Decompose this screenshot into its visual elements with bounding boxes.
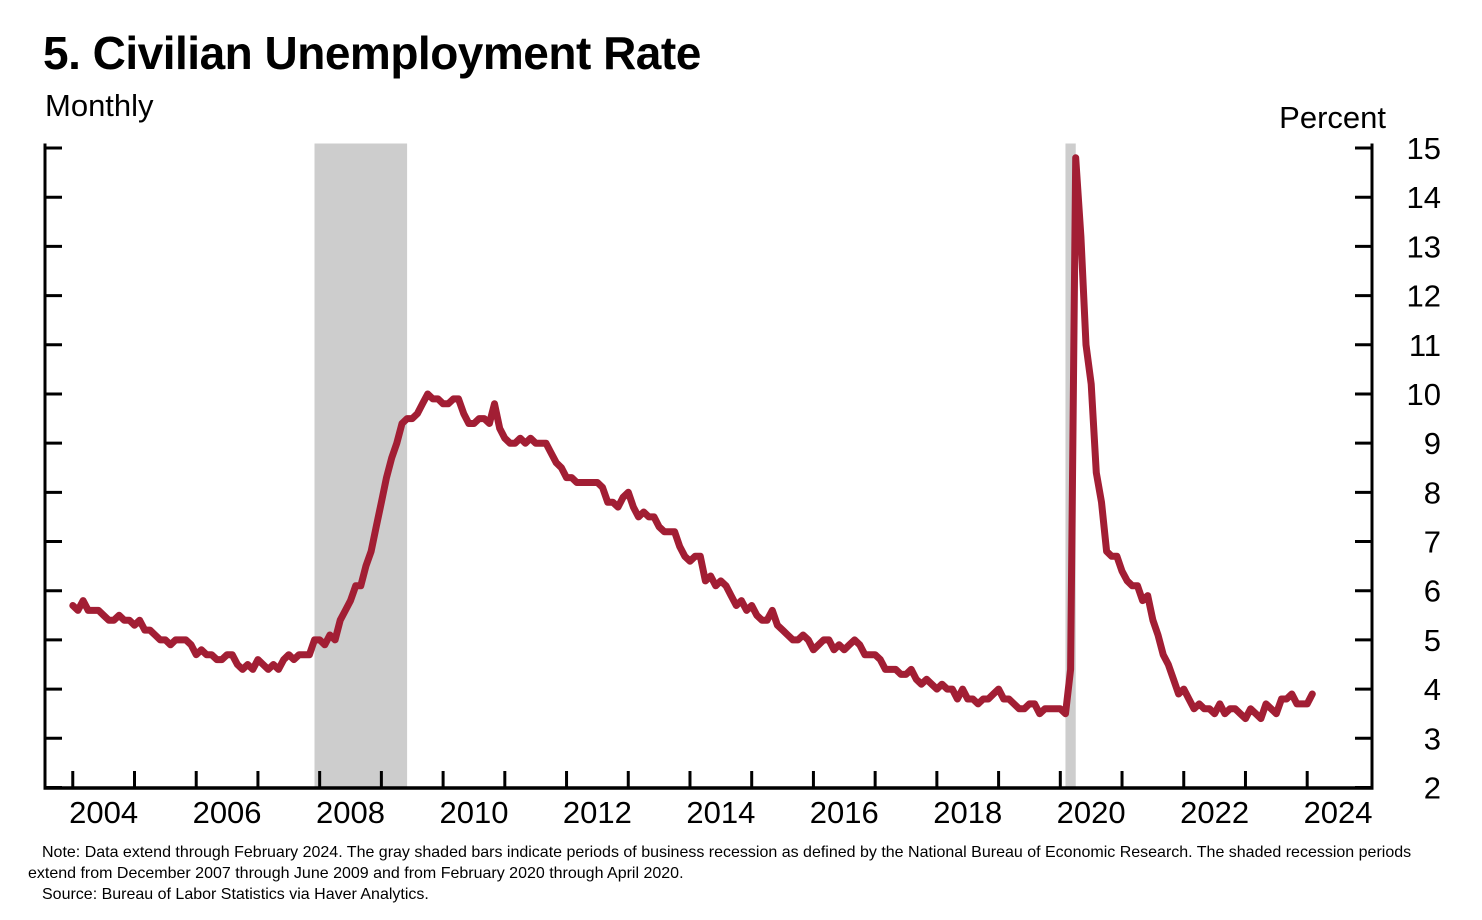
x-tick-label: 2012 — [563, 795, 632, 830]
y-tick-label: 7 — [1424, 525, 1441, 560]
x-tick-label: 2004 — [69, 795, 138, 830]
x-tick-label: 2010 — [439, 795, 508, 830]
y-axis-unit-label: Percent — [1279, 100, 1386, 135]
x-tick-label: 2016 — [810, 795, 879, 830]
y-tick-label: 14 — [1407, 180, 1441, 215]
chart-note: Note: Data extend through February 2024.… — [28, 844, 1412, 882]
y-tick-label: 9 — [1424, 426, 1441, 461]
chart-source: Source: Bureau of Labor Statistics via H… — [42, 885, 429, 903]
x-tick-label: 2006 — [193, 795, 262, 830]
y-tick-label: 2 — [1424, 771, 1441, 806]
x-tick-label: 2022 — [1180, 795, 1249, 830]
x-tick-label: 2008 — [316, 795, 385, 830]
y-tick-label: 10 — [1407, 377, 1441, 412]
x-tick-label: 2018 — [933, 795, 1002, 830]
y-tick-label: 6 — [1424, 574, 1441, 609]
y-tick-label: 3 — [1424, 721, 1441, 756]
chart-title: 5. Civilian Unemployment Rate — [43, 27, 701, 79]
y-tick-label: 4 — [1424, 672, 1441, 707]
x-tick-label: 2024 — [1304, 795, 1373, 830]
chart-subtitle: Monthly — [45, 88, 154, 123]
y-tick-label: 15 — [1407, 131, 1441, 166]
y-tick-label: 11 — [1409, 328, 1441, 363]
chart-footnotes: Note: Data extend through February 2024.… — [28, 843, 1424, 906]
x-tick-label: 2020 — [1057, 795, 1126, 830]
y-tick-label: 8 — [1424, 475, 1441, 510]
x-tick-label: 2014 — [686, 795, 755, 830]
y-tick-label: 13 — [1407, 229, 1441, 264]
y-tick-label: 12 — [1407, 279, 1441, 314]
unemployment-rate-line — [69, 154, 1316, 723]
y-tick-label: 5 — [1424, 623, 1441, 658]
